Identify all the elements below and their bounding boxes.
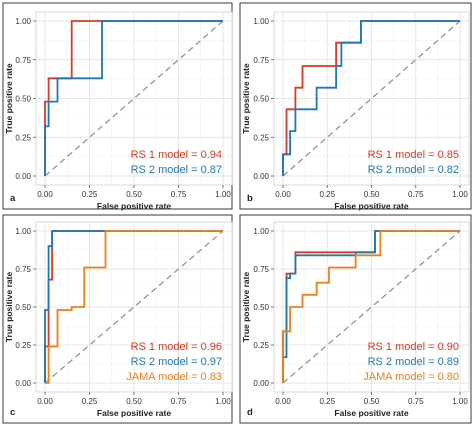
y-tick-label: 1.00: [15, 227, 31, 236]
panel-c: 0.00 0.00 0.25 0.25 0.50 0.50 0.75 0.75 1.00 1.00…: [2, 214, 233, 424]
x-tick-label: 0.00: [37, 397, 53, 406]
panel-letter: b: [247, 193, 253, 204]
panel-letter: c: [10, 407, 15, 418]
x-tick-label: 0.75: [171, 190, 187, 199]
x-tick-label: 0.00: [275, 397, 291, 406]
y-tick-label: 0.00: [253, 172, 269, 181]
legend-entry-2: RS 2 model = 0.87: [131, 164, 222, 176]
y-tick-label: 0.75: [15, 265, 31, 274]
y-tick-label: 0.00: [15, 172, 31, 181]
legend-entry-1: RS 1 model = 0.94: [131, 149, 222, 161]
y-axis-label: True positive rate: [241, 272, 251, 343]
x-tick-label: 0.75: [171, 397, 187, 406]
y-axis-label: True positive rate: [241, 63, 251, 134]
y-tick-label: 0.50: [15, 303, 31, 312]
y-tick-label: 0.25: [15, 341, 31, 350]
x-tick-label: 0.50: [126, 397, 142, 406]
y-tick-label: 1.00: [253, 17, 269, 26]
y-tick-label: 1.00: [253, 227, 269, 236]
roc-curve-1: [44, 20, 223, 176]
panel-letter: d: [247, 407, 253, 418]
y-tick-label: 0.25: [253, 133, 269, 142]
y-axis-label: True positive rate: [4, 63, 14, 134]
x-axis-label: False positive rate: [97, 408, 171, 418]
x-tick-label: 0.50: [364, 190, 380, 199]
x-tick-label: 0.00: [275, 190, 291, 199]
x-tick-label: 0.50: [126, 190, 142, 199]
y-tick-label: 0.00: [253, 379, 269, 388]
roc-curve-2: [44, 20, 223, 176]
x-tick-label: 0.00: [37, 190, 53, 199]
roc-curve-2: [44, 230, 223, 383]
legend-entry-1: RS 1 model = 0.96: [131, 341, 222, 353]
panel-letter: a: [10, 193, 16, 204]
reference-diagonal: [44, 230, 224, 384]
roc-curve-3: [282, 230, 460, 383]
x-tick-label: 1.00: [452, 397, 468, 406]
panel-a: 0.00 0.00 0.25 0.25 0.50 0.50 0.75 0.75 1.00 1.00…: [2, 2, 233, 211]
y-tick-label: 0.50: [253, 95, 269, 104]
x-tick-label: 0.25: [82, 190, 98, 199]
legend-entry-1: RS 1 model = 0.85: [368, 149, 459, 161]
x-axis-label: False positive rate: [334, 201, 408, 211]
legend-entry-1: RS 1 model = 0.90: [368, 341, 459, 353]
legend-entry-3: JAMA model = 0.83: [126, 371, 222, 383]
y-tick-label: 0.50: [253, 303, 269, 312]
x-tick-label: 0.25: [82, 397, 98, 406]
roc-curve-3: [45, 230, 223, 384]
x-tick-label: 0.75: [408, 190, 424, 199]
roc-curve-2: [282, 230, 460, 383]
x-tick-label: 1.00: [215, 397, 231, 406]
legend-entry-3: JAMA model = 0.80: [363, 371, 459, 383]
y-tick-label: 0.00: [15, 379, 31, 388]
y-axis-label: True positive rate: [4, 272, 14, 343]
legend-entry-2: RS 2 model = 0.89: [368, 356, 459, 368]
x-axis-label: False positive rate: [334, 408, 408, 418]
reference-diagonal: [282, 230, 461, 384]
y-tick-label: 1.00: [15, 17, 31, 26]
x-tick-label: 0.50: [364, 397, 380, 406]
legend-entry-2: RS 2 model = 0.82: [368, 164, 459, 176]
x-tick-label: 0.25: [319, 397, 335, 406]
x-tick-label: 1.00: [452, 190, 468, 199]
y-tick-label: 0.75: [15, 56, 31, 65]
y-tick-label: 0.25: [253, 341, 269, 350]
x-tick-label: 0.25: [319, 190, 335, 199]
roc-curve-2: [282, 20, 460, 176]
y-tick-label: 0.50: [15, 95, 31, 104]
legend-entry-2: RS 2 model = 0.97: [131, 356, 222, 368]
x-tick-label: 0.75: [408, 397, 424, 406]
y-tick-label: 0.75: [253, 56, 269, 65]
y-tick-label: 0.25: [15, 133, 31, 142]
panel-b: 0.00 0.00 0.25 0.25 0.50 0.50 0.75 0.75 1.00 1.00…: [239, 2, 472, 211]
x-axis-label: False positive rate: [97, 201, 171, 211]
panel-d: 0.00 0.00 0.25 0.25 0.50 0.50 0.75 0.75 1.00 1.00…: [239, 214, 472, 424]
x-tick-label: 1.00: [215, 190, 231, 199]
y-tick-label: 0.75: [253, 265, 269, 274]
